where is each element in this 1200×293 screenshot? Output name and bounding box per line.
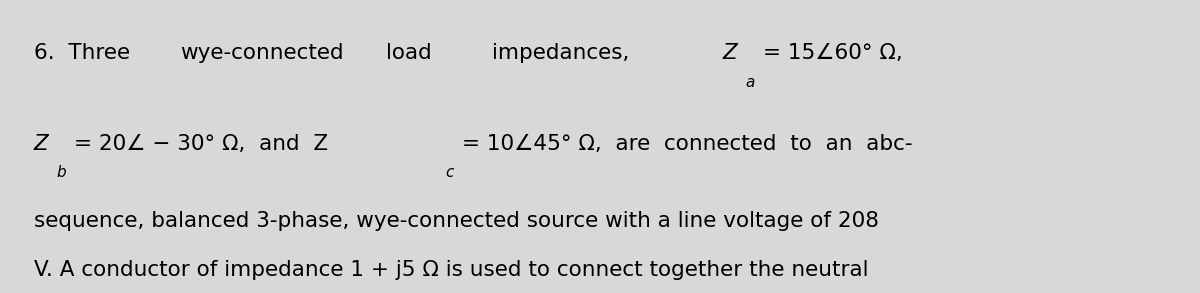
Text: 6.  Three: 6. Three [34,43,130,63]
Text: = 20∠ − 30° Ω,  and  Z: = 20∠ − 30° Ω, and Z [74,134,329,154]
Text: a: a [745,74,755,90]
Text: Z: Z [34,134,48,154]
Text: c: c [445,165,454,180]
Text: V. A conductor of impedance 1 + j5 Ω is used to connect together the neutral: V. A conductor of impedance 1 + j5 Ω is … [34,260,868,280]
Text: wye-connected: wye-connected [180,43,343,63]
Text: impedances,: impedances, [492,43,629,63]
Text: = 15∠60° Ω,: = 15∠60° Ω, [763,43,902,63]
Text: b: b [56,165,66,180]
Text: sequence, balanced 3-phase, wye-connected source with a line voltage of 208: sequence, balanced 3-phase, wye-connecte… [34,211,878,231]
Text: load: load [386,43,432,63]
Text: = 10∠45° Ω,  are  connected  to  an  abc-: = 10∠45° Ω, are connected to an abc- [462,134,912,154]
Text: Z: Z [722,43,737,63]
